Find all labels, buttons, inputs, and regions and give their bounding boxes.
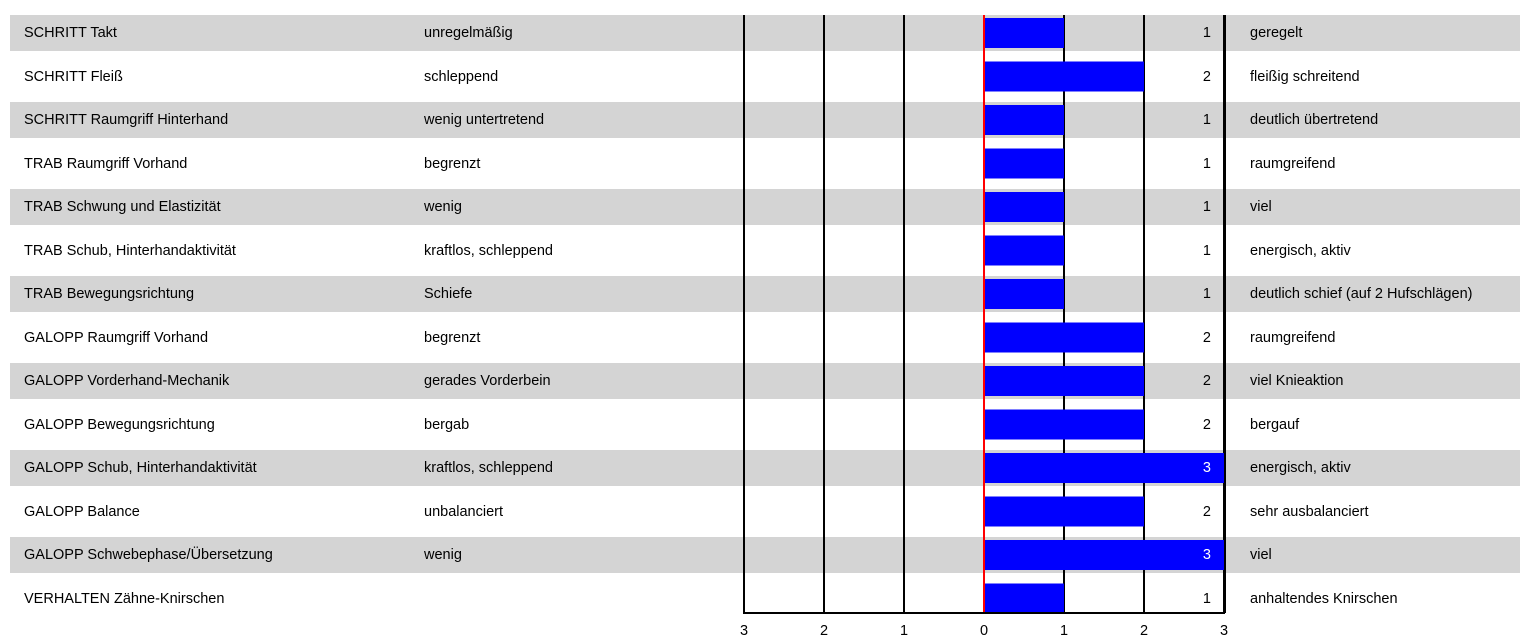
category-label: TRAB Bewegungsrichtung	[24, 286, 195, 302]
data-value-label: 3	[1202, 547, 1211, 563]
left-descriptor-label: gerades Vorderbein	[424, 373, 551, 389]
left-descriptor-label: unbalanciert	[424, 503, 503, 520]
data-bar	[984, 235, 1064, 266]
category-label: VERHALTEN Zähne-Knirschen	[24, 590, 225, 607]
left-descriptor-label: wenig untertretend	[424, 112, 545, 128]
category-label: GALOPP Bewegungsrichtung	[24, 416, 215, 433]
data-value-label: 1	[1202, 199, 1211, 215]
left-descriptor-label: schleppend	[424, 68, 499, 85]
data-bar	[984, 279, 1064, 309]
category-label: TRAB Schub, Hinterhandaktivität	[24, 242, 236, 259]
data-value-label: 3	[1202, 460, 1211, 476]
row-stripe	[10, 363, 1520, 399]
category-label: GALOPP Schub, Hinterhandaktivität	[24, 460, 257, 476]
right-descriptor-label: raumgreifend	[1250, 155, 1336, 172]
data-bar	[984, 453, 1224, 483]
data-value-label: 2	[1202, 68, 1211, 85]
right-descriptor-label: bergauf	[1250, 416, 1300, 433]
left-descriptor-label: kraftlos, schleppend	[424, 242, 553, 259]
category-label: GALOPP Balance	[24, 503, 140, 520]
data-value-label: 2	[1202, 503, 1211, 520]
data-value-label: 1	[1202, 242, 1211, 259]
left-descriptor-label: wenig	[424, 199, 462, 215]
row-stripe	[10, 15, 1520, 51]
data-bar	[984, 409, 1144, 440]
category-label: GALOPP Raumgriff Vorhand	[24, 329, 209, 346]
data-bar	[984, 540, 1224, 570]
category-label: SCHRITT Takt	[24, 25, 117, 41]
x-tick-label: 1	[899, 623, 909, 639]
x-tick-label: 3	[1219, 623, 1229, 639]
row-stripe	[10, 450, 1520, 486]
row-stripe	[10, 102, 1520, 138]
data-value-label: 1	[1202, 590, 1211, 607]
category-label: GALOPP Vorderhand-Mechanik	[24, 373, 230, 389]
right-descriptor-label: deutlich schief (auf 2 Hufschlägen)	[1250, 286, 1473, 302]
left-descriptor-label: Schiefe	[424, 286, 473, 302]
x-tick-label: 2	[819, 623, 829, 639]
left-descriptor-label: wenig	[424, 547, 462, 563]
left-descriptor-label: begrenzt	[424, 155, 481, 172]
data-value-label: 1	[1202, 25, 1211, 41]
x-tick-label: 2	[1139, 623, 1149, 639]
data-bar	[984, 192, 1064, 222]
row-stripe	[10, 537, 1520, 573]
left-descriptor-label: bergab	[424, 416, 470, 433]
data-value-label: 1	[1202, 286, 1211, 302]
right-descriptor-label: geregelt	[1250, 25, 1303, 41]
right-descriptor-label: deutlich übertretend	[1250, 112, 1379, 128]
data-bar	[984, 322, 1144, 353]
category-label: TRAB Raumgriff Vorhand	[24, 155, 188, 172]
right-descriptor-label: anhaltendes Knirschen	[1250, 590, 1398, 607]
left-descriptor-label: kraftlos, schleppend	[424, 460, 553, 476]
right-descriptor-label: viel	[1250, 547, 1272, 563]
right-descriptor-label: viel Knieaktion	[1250, 373, 1344, 389]
data-bar	[984, 366, 1144, 396]
data-value-label: 1	[1202, 112, 1211, 128]
row-stripe	[10, 189, 1520, 225]
data-bar	[984, 148, 1064, 179]
data-value-label: 2	[1202, 329, 1211, 346]
row-stripe	[10, 276, 1520, 312]
category-label: TRAB Schwung und Elastizität	[24, 199, 221, 215]
data-value-label: 2	[1202, 416, 1211, 433]
data-bar	[984, 583, 1064, 614]
category-label: SCHRITT Raumgriff Hinterhand	[24, 112, 229, 128]
left-descriptor-label: unregelmäßig	[424, 25, 513, 41]
right-descriptor-label: fleißig schreitend	[1250, 68, 1360, 85]
data-value-label: 1	[1202, 155, 1211, 172]
data-bar	[984, 496, 1144, 527]
right-descriptor-label: viel	[1250, 199, 1272, 215]
category-label: GALOPP Schwebephase/Übersetzung	[24, 547, 273, 563]
right-descriptor-label: sehr ausbalanciert	[1250, 503, 1369, 520]
data-bar	[984, 61, 1144, 92]
category-label: SCHRITT Fleiß	[24, 68, 123, 85]
data-bar	[984, 105, 1064, 135]
x-tick-label: 3	[739, 623, 749, 639]
x-tick-label: 0	[979, 623, 989, 639]
right-descriptor-label: energisch, aktiv	[1250, 242, 1351, 259]
left-descriptor-label: begrenzt	[424, 329, 481, 346]
right-descriptor-label: raumgreifend	[1250, 329, 1336, 346]
right-descriptor-label: energisch, aktiv	[1250, 460, 1351, 476]
x-tick-label: 1	[1059, 623, 1069, 639]
data-value-label: 2	[1202, 373, 1211, 389]
data-bar	[984, 18, 1064, 48]
